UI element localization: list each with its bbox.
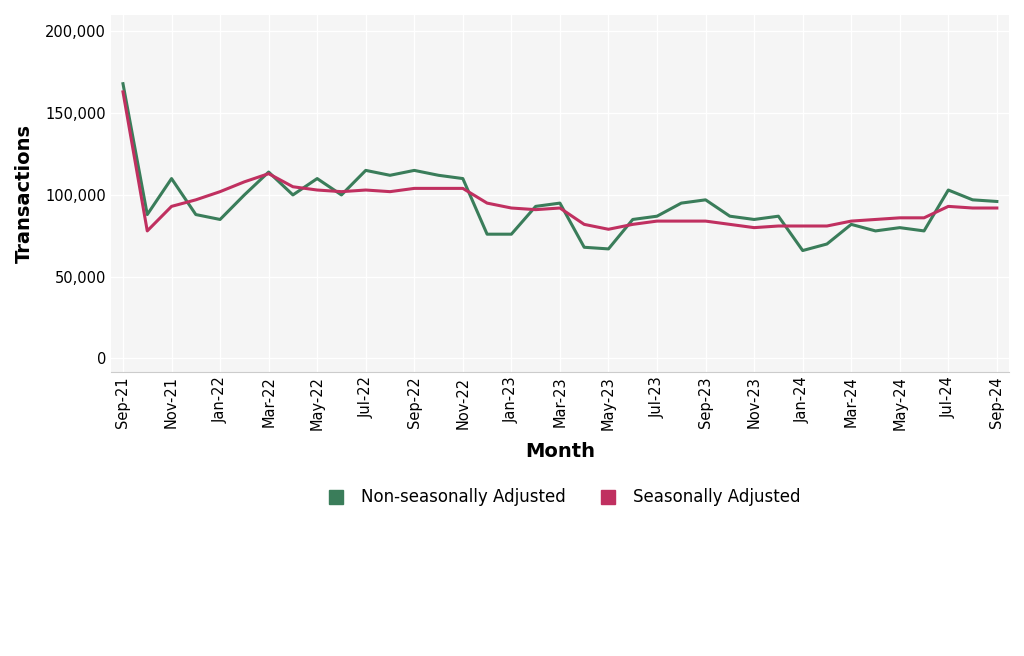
Seasonally Adjusted	[311, 186, 324, 194]
Non-seasonally Adjusted	[627, 216, 639, 224]
Non-seasonally Adjusted	[262, 168, 274, 176]
Non-seasonally Adjusted	[869, 227, 882, 235]
Non-seasonally Adjusted	[990, 197, 1002, 205]
Non-seasonally Adjusted	[311, 174, 324, 182]
Non-seasonally Adjusted	[189, 211, 202, 218]
Non-seasonally Adjusted	[287, 191, 299, 199]
Seasonally Adjusted	[797, 222, 809, 230]
Seasonally Adjusted	[166, 203, 178, 211]
Seasonally Adjusted	[675, 217, 687, 225]
Seasonally Adjusted	[239, 178, 251, 186]
Non-seasonally Adjusted	[602, 245, 614, 253]
Seasonally Adjusted	[189, 196, 202, 204]
Non-seasonally Adjusted	[141, 211, 154, 218]
Non-seasonally Adjusted	[117, 80, 129, 88]
Legend: Non-seasonally Adjusted, Seasonally Adjusted: Non-seasonally Adjusted, Seasonally Adju…	[313, 482, 807, 513]
Seasonally Adjusted	[457, 184, 469, 192]
Non-seasonally Adjusted	[335, 191, 347, 199]
Seasonally Adjusted	[432, 184, 444, 192]
Non-seasonally Adjusted	[579, 243, 591, 251]
Line: Seasonally Adjusted: Seasonally Adjusted	[123, 92, 996, 231]
Y-axis label: Transactions: Transactions	[15, 124, 34, 263]
Non-seasonally Adjusted	[967, 196, 979, 204]
Non-seasonally Adjusted	[166, 174, 178, 182]
Seasonally Adjusted	[505, 204, 517, 212]
Seasonally Adjusted	[287, 183, 299, 191]
Seasonally Adjusted	[651, 217, 664, 225]
Seasonally Adjusted	[141, 227, 154, 235]
Seasonally Adjusted	[529, 206, 542, 214]
Seasonally Adjusted	[894, 214, 906, 222]
Non-seasonally Adjusted	[942, 186, 954, 194]
Seasonally Adjusted	[602, 226, 614, 234]
Seasonally Adjusted	[262, 170, 274, 178]
Seasonally Adjusted	[384, 188, 396, 195]
Seasonally Adjusted	[214, 188, 226, 195]
Seasonally Adjusted	[554, 204, 566, 212]
Non-seasonally Adjusted	[457, 174, 469, 182]
Seasonally Adjusted	[627, 220, 639, 228]
Non-seasonally Adjusted	[481, 230, 494, 238]
Non-seasonally Adjusted	[239, 191, 251, 199]
Non-seasonally Adjusted	[845, 220, 857, 228]
Non-seasonally Adjusted	[894, 224, 906, 232]
Seasonally Adjusted	[335, 188, 347, 195]
Seasonally Adjusted	[409, 184, 421, 192]
Non-seasonally Adjusted	[505, 230, 517, 238]
Seasonally Adjusted	[772, 222, 784, 230]
Line: Non-seasonally Adjusted: Non-seasonally Adjusted	[123, 84, 996, 251]
Non-seasonally Adjusted	[797, 247, 809, 255]
Seasonally Adjusted	[359, 186, 372, 194]
Seasonally Adjusted	[117, 88, 129, 96]
Non-seasonally Adjusted	[918, 227, 930, 235]
Seasonally Adjusted	[967, 204, 979, 212]
Seasonally Adjusted	[481, 199, 494, 207]
X-axis label: Month: Month	[525, 441, 595, 461]
Non-seasonally Adjusted	[724, 213, 736, 220]
Seasonally Adjusted	[845, 217, 857, 225]
Non-seasonally Adjusted	[529, 203, 542, 211]
Non-seasonally Adjusted	[748, 216, 760, 224]
Seasonally Adjusted	[699, 217, 712, 225]
Seasonally Adjusted	[579, 220, 591, 228]
Seasonally Adjusted	[990, 204, 1002, 212]
Seasonally Adjusted	[942, 203, 954, 211]
Non-seasonally Adjusted	[214, 216, 226, 224]
Non-seasonally Adjusted	[772, 213, 784, 220]
Seasonally Adjusted	[918, 214, 930, 222]
Seasonally Adjusted	[821, 222, 834, 230]
Non-seasonally Adjusted	[554, 199, 566, 207]
Seasonally Adjusted	[869, 216, 882, 224]
Non-seasonally Adjusted	[699, 196, 712, 204]
Non-seasonally Adjusted	[651, 213, 664, 220]
Seasonally Adjusted	[748, 224, 760, 232]
Non-seasonally Adjusted	[675, 199, 687, 207]
Non-seasonally Adjusted	[359, 167, 372, 174]
Non-seasonally Adjusted	[384, 171, 396, 179]
Seasonally Adjusted	[724, 220, 736, 228]
Non-seasonally Adjusted	[821, 240, 834, 248]
Non-seasonally Adjusted	[432, 171, 444, 179]
Non-seasonally Adjusted	[409, 167, 421, 174]
